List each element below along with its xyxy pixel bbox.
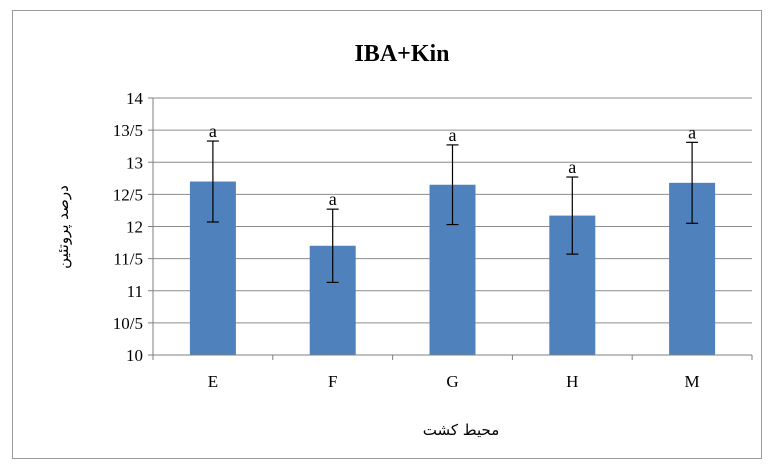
y-tick-label: 10: [126, 346, 143, 365]
data-label-E: a: [209, 121, 217, 141]
x-tick-label-G: G: [446, 372, 458, 391]
data-label-H: a: [568, 157, 576, 177]
data-labels: a a a a a: [209, 121, 696, 209]
y-axis-label: درصد پروتئین: [54, 185, 73, 269]
data-label-M: a: [688, 122, 696, 142]
axes: [152, 98, 752, 356]
y-tick-label: 12/5: [113, 185, 143, 204]
data-label-F: a: [329, 189, 337, 209]
x-axis-label: محیط کشت: [423, 421, 500, 439]
y-tick-label: 12: [126, 218, 143, 237]
x-tick-label-M: M: [685, 372, 700, 391]
x-tick-label-E: E: [208, 372, 218, 391]
chart-title: IBA+Kin: [354, 41, 449, 67]
y-tick-label: 10/5: [113, 314, 143, 333]
error-bars: [206, 140, 699, 283]
x-tick-label-H: H: [566, 372, 578, 391]
x-tick-label-F: F: [328, 372, 337, 391]
y-tick-label: 14: [126, 89, 144, 108]
y-tick-labels: 10 10/5 11 11/5 12 12/5 13 13/5 14: [113, 89, 144, 365]
chart-frame: [12, 10, 762, 459]
y-tick-label: 13: [126, 153, 143, 172]
bars: [189, 181, 716, 355]
data-label-G: a: [449, 125, 457, 145]
y-tick-label: 11/5: [113, 250, 143, 269]
y-tick-label: 11: [127, 282, 143, 301]
y-tick-label: 13/5: [113, 121, 143, 140]
